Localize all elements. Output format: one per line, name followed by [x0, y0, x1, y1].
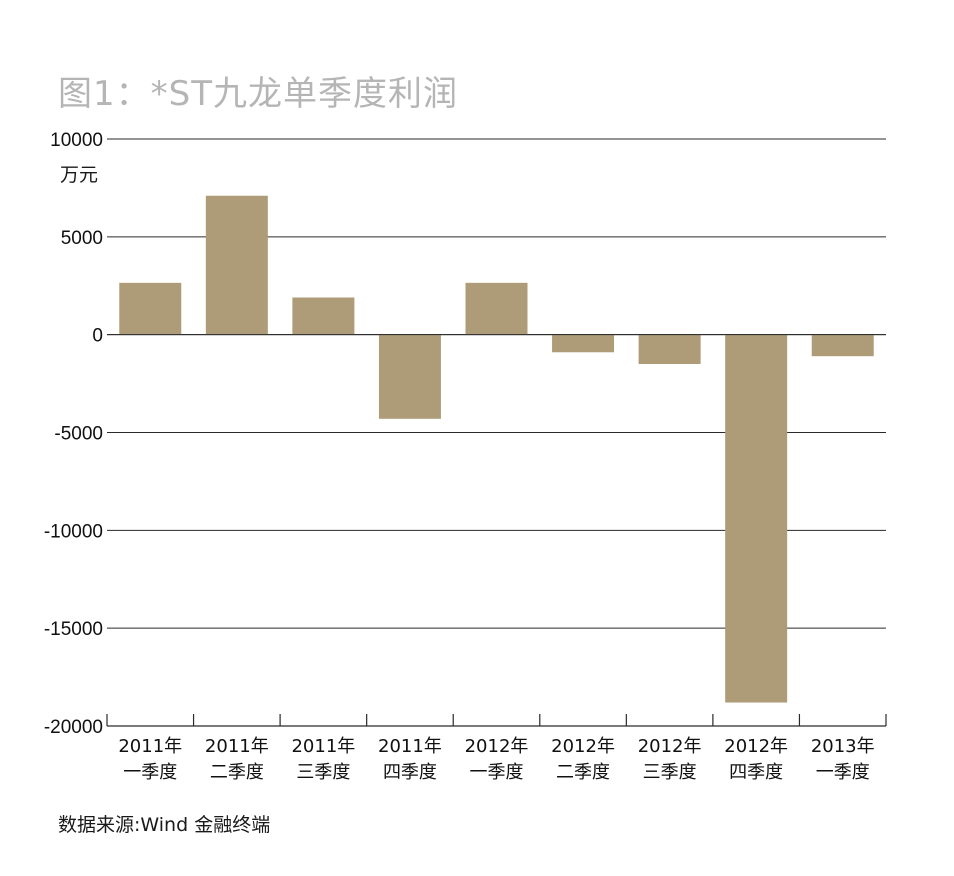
x-category-quarter-label: 二季度 [556, 762, 610, 783]
bar [811, 334, 874, 357]
bar [552, 334, 615, 353]
x-category-year-label: 2012年 [465, 736, 529, 757]
bar [205, 195, 268, 335]
axes [106, 334, 887, 727]
x-category-quarter-label: 三季度 [643, 762, 697, 783]
y-tick-label: 5000 [61, 228, 103, 249]
x-category-quarter-label: 四季度 [383, 762, 437, 783]
bar [725, 334, 788, 703]
bar-chart-plot: 10000 5000 0 -5000 -10000 -15000 -20000 2011年一… [44, 130, 887, 783]
chart-title: 图1：*ST九龙单季度利润 [58, 74, 458, 114]
bar [638, 334, 701, 365]
x-category-year-label: 2011年 [378, 736, 442, 757]
x-category-quarter-label: 一季度 [123, 762, 177, 783]
bar [119, 282, 182, 335]
y-axis-unit-label: 万元 [60, 164, 99, 186]
bar [465, 282, 528, 335]
source-note: 数据来源:Wind 金融终端 [58, 814, 271, 836]
x-category-year-label: 2013年 [811, 736, 875, 757]
x-category-year-label: 2011年 [291, 736, 355, 757]
bar [292, 297, 355, 335]
bars [119, 195, 874, 703]
x-category-quarter-label: 二季度 [210, 762, 264, 783]
y-tick-label: -15000 [44, 619, 103, 640]
y-tick-label: -20000 [44, 717, 103, 738]
x-category-year-label: 2012年 [551, 736, 615, 757]
y-tick-label: -10000 [44, 521, 103, 542]
x-category-year-label: 2011年 [205, 736, 269, 757]
bar [378, 334, 441, 419]
x-category-quarter-label: 四季度 [729, 762, 783, 783]
x-category-year-label: 2011年 [118, 736, 182, 757]
x-category-year-label: 2012年 [638, 736, 702, 757]
y-tick-label: 10000 [50, 130, 103, 151]
x-category-quarter-label: 三季度 [296, 762, 350, 783]
y-tick-labels: 10000 5000 0 -5000 -10000 -15000 -20000 [44, 130, 103, 738]
x-category-quarter-label: 一季度 [470, 762, 524, 783]
y-tick-label: 0 [92, 326, 103, 347]
x-category-year-label: 2012年 [724, 736, 788, 757]
y-tick-label: -5000 [54, 424, 103, 445]
x-category-quarter-label: 一季度 [816, 762, 870, 783]
